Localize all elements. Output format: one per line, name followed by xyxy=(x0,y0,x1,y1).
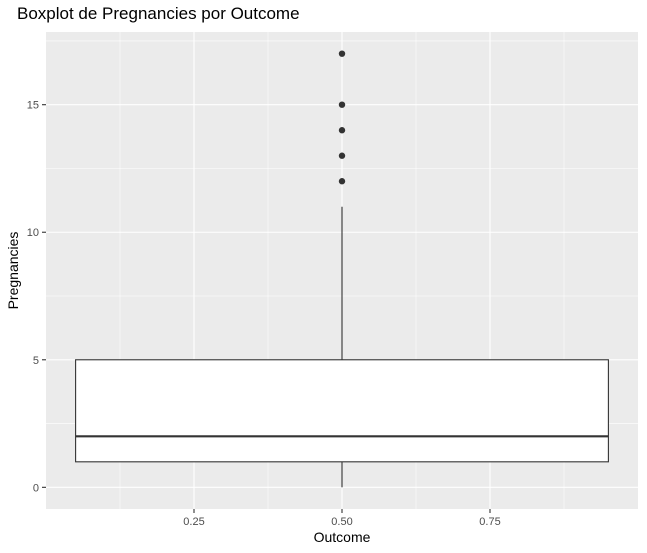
x-tick-label: 0.50 xyxy=(331,516,352,528)
boxplot-group xyxy=(75,50,609,488)
outlier-point xyxy=(338,152,346,159)
chart-title: Boxplot de Pregnancies por Outcome xyxy=(17,4,300,23)
y-axis: 0 5 10 15 xyxy=(27,100,46,494)
outlier-point xyxy=(338,101,346,108)
outlier-point xyxy=(338,127,346,134)
outlier-point xyxy=(338,178,346,185)
x-tick-label: 0.25 xyxy=(183,516,204,528)
y-axis-title: Pregnancies xyxy=(5,232,21,310)
x-axis-title: Outcome xyxy=(314,529,371,545)
y-tick-label: 15 xyxy=(27,100,39,112)
y-tick-label: 5 xyxy=(33,355,39,367)
x-axis: 0.25 0.50 0.75 xyxy=(183,509,501,528)
x-tick-label: 0.75 xyxy=(479,516,500,528)
outlier-point xyxy=(338,50,346,57)
y-tick-label: 0 xyxy=(33,482,39,494)
y-tick-label: 10 xyxy=(27,227,39,239)
iqr-box xyxy=(75,359,609,463)
